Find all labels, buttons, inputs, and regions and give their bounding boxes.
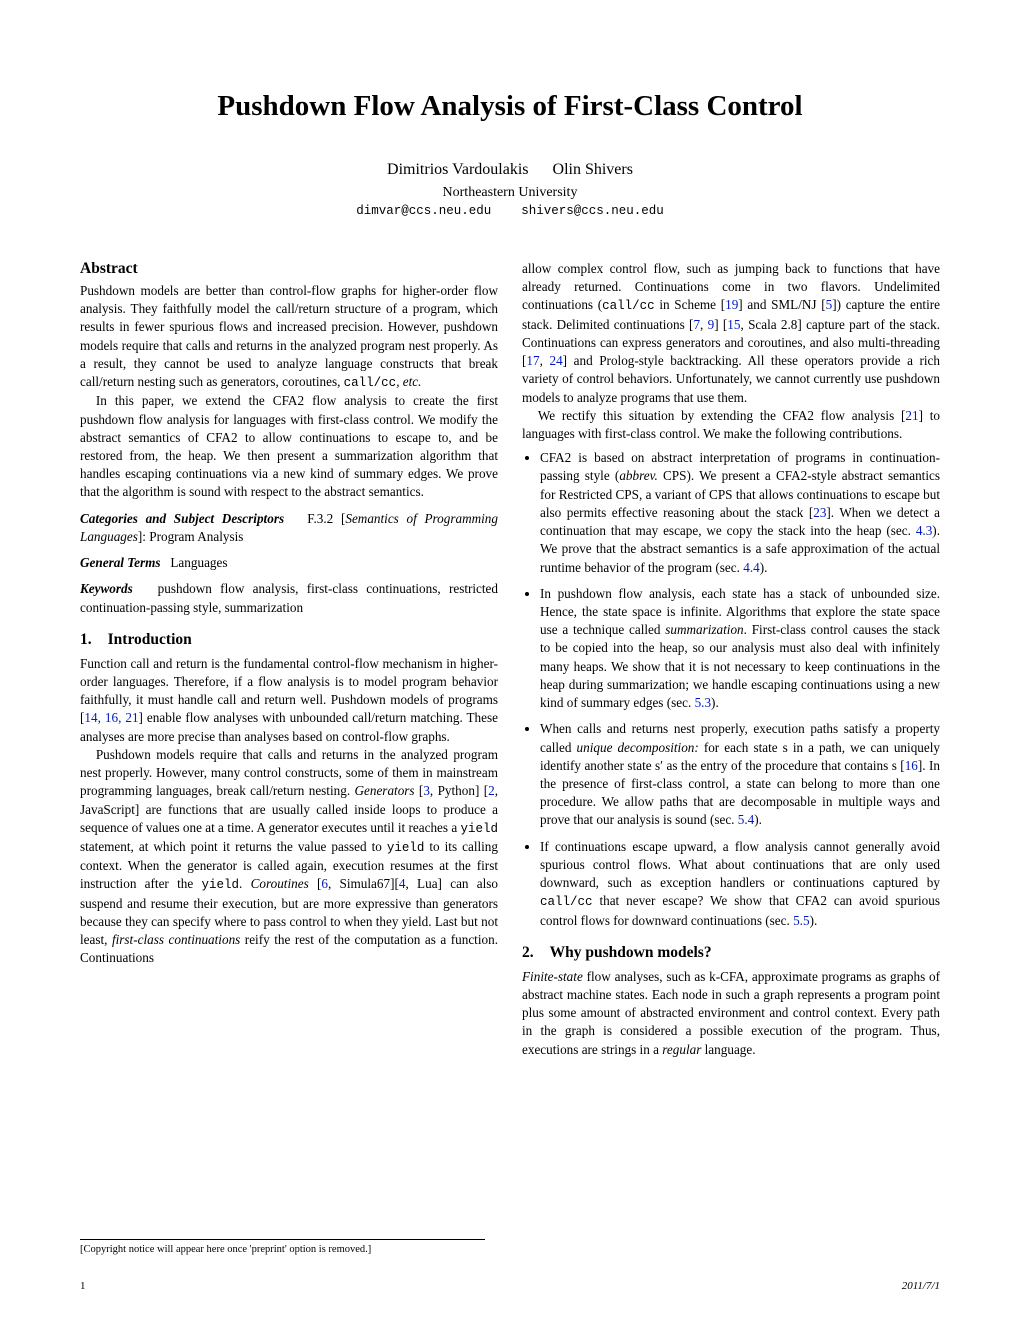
bullet-4: If continuations escape upward, a flow a…: [540, 838, 940, 930]
bullet-2: In pushdown flow analysis, each state ha…: [540, 585, 940, 713]
emails: dimvar@ccs.neu.edu shivers@ccs.neu.edu: [80, 204, 940, 218]
page-date: 2011/7/1: [902, 1280, 940, 1292]
right-column: allow complex control flow, such as jump…: [522, 260, 940, 1059]
bullet-3: When calls and returns nest properly, ex…: [540, 720, 940, 829]
keywords: Keywords pushdown flow analysis, first-c…: [80, 580, 498, 616]
abstract-para-1: Pushdown models are better than control-…: [80, 282, 498, 392]
sec2-para-1: Finite-state flow analyses, such as k-CF…: [522, 968, 940, 1059]
abstract-para-2: In this paper, we extend the CFA2 flow a…: [80, 392, 498, 501]
categories: Categories and Subject Descriptors F.3.2…: [80, 510, 498, 546]
authors: Dimitrios Vardoulakis Olin Shivers: [80, 161, 940, 179]
two-column-layout: Abstract Pushdown models are better than…: [80, 260, 940, 1059]
section-1-heading: 1.Introduction: [80, 631, 498, 649]
bullet-1: CFA2 is based on abstract interpretation…: [540, 449, 940, 577]
abstract-heading: Abstract: [80, 260, 498, 278]
col2-para-1: allow complex control flow, such as jump…: [522, 260, 940, 407]
page-container: Pushdown Flow Analysis of First-Class Co…: [0, 0, 1020, 1089]
page-number: 1: [80, 1280, 86, 1292]
page-footer: 1 2011/7/1: [80, 1280, 940, 1292]
section-2-heading: 2.Why pushdown models?: [522, 944, 940, 962]
paper-title: Pushdown Flow Analysis of First-Class Co…: [80, 90, 940, 123]
copyright-notice: [Copyright notice will appear here once …: [80, 1239, 485, 1255]
sec1-para-2: Pushdown models require that calls and r…: [80, 746, 498, 968]
col2-para-2: We rectify this situation by extending t…: [522, 407, 940, 443]
sec1-para-1: Function call and return is the fundamen…: [80, 655, 498, 746]
affiliation: Northeastern University: [80, 185, 940, 201]
contributions-list: CFA2 is based on abstract interpretation…: [522, 449, 940, 930]
general-terms: General Terms Languages: [80, 554, 498, 572]
left-column: Abstract Pushdown models are better than…: [80, 260, 498, 1059]
